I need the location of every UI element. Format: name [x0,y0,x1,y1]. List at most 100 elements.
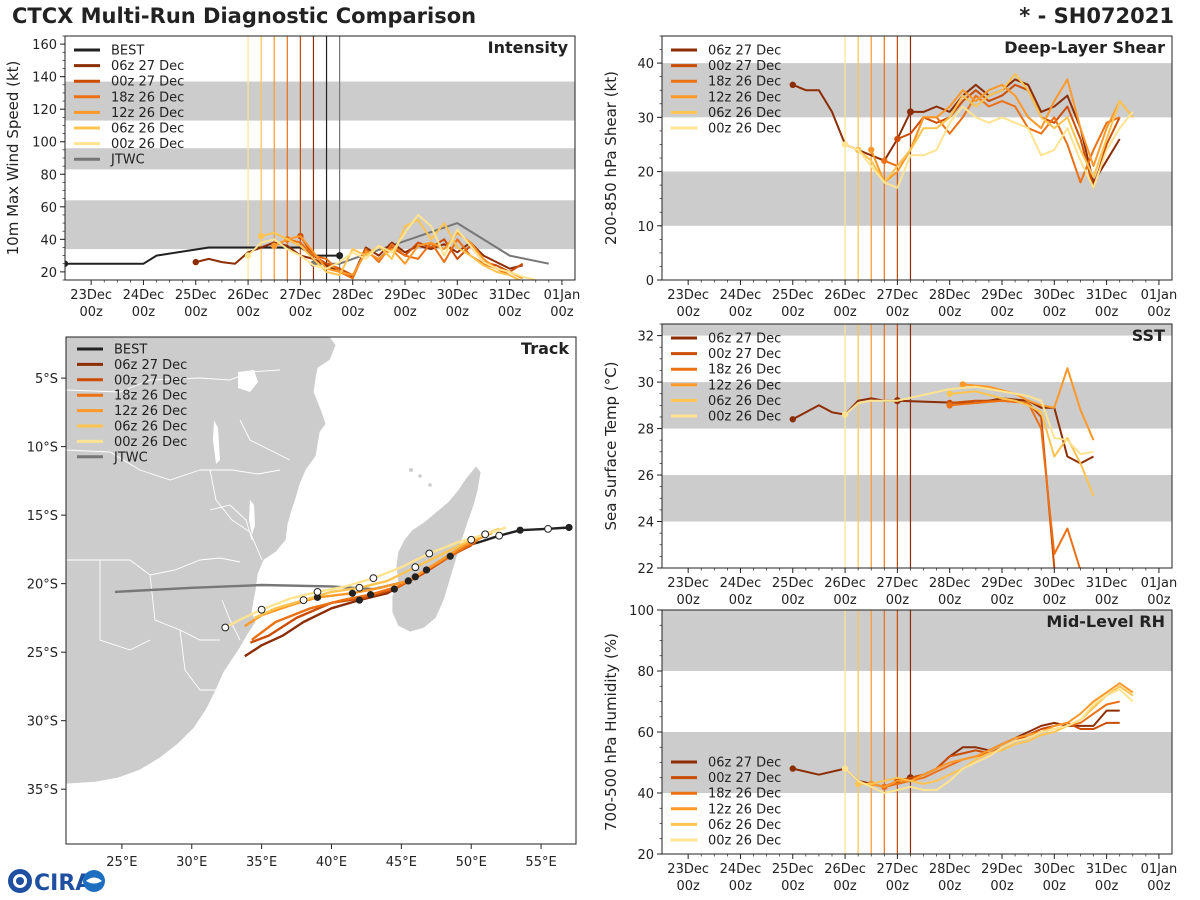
shear-xtick-label-date: 24Dec [720,288,762,303]
rh-xtick-label-date: 01Jan [1141,862,1178,877]
intensity-xtick-label-hour: 00z [498,305,522,320]
track-lat-label: 5°S [35,372,58,387]
shear-series-start-marker [881,157,888,164]
shear-series-start-marker [789,81,796,89]
intensity-threshold-band [65,148,575,170]
intensity-legend-label: JTWC [110,153,145,168]
rh-legend-label: 12z 26 Dec [708,802,781,817]
shear-xtick-label-hour: 00z [833,305,857,320]
track-lat-label: 35°S [27,783,58,798]
shear-legend-label: 18z 26 Dec [708,75,781,90]
track-point-open [544,524,552,533]
sst-ylabel: Sea Surface Temp (°C) [602,361,620,530]
rh-xtick-label-hour: 00z [1043,879,1067,894]
track-legend-label: JTWC [113,450,148,465]
sst-plot-frame [661,323,1173,569]
shear-ylabel: 200-850 hPa Shear (kt) [602,71,620,245]
intensity-xtick-label-date: 30Dec [436,288,478,303]
rh-ytick-label: 20 [637,848,654,863]
intensity-xtick-label-date: 28Dec [332,288,374,303]
sst-xtick-label-hour: 00z [781,593,805,608]
shear-legend-label: 00z 27 Dec [708,59,781,74]
track-legend-label: 06z 26 Dec [114,420,187,435]
track-point-filled [516,526,524,534]
intensity-xtick-label-date: 24Dec [123,288,165,303]
track-legend-label: 12z 26 Dec [114,404,187,419]
sst-xtick-label-hour: 00z [1095,593,1119,608]
sst-xtick-label-date: 28Dec [929,576,971,591]
track-point-filled [565,523,573,532]
intensity-xtick-label-date: 25Dec [175,288,217,303]
track-point-filled [446,552,454,560]
rh-legend-label: 18z 26 Dec [708,787,781,802]
sst-legend-label: 06z 27 Dec [708,332,781,347]
sst-series-line [949,390,1095,497]
track-point-open [355,583,364,592]
rh-legend-label: 06z 27 Dec [708,756,781,771]
intensity-xtick-label-hour: 00z [184,305,208,320]
madagascar-land [391,465,482,633]
intensity-legend-label: 18z 26 Dec [111,90,184,105]
shear-xtick-label-date: 23Dec [667,288,709,303]
shear-ytick-label: 40 [637,57,654,72]
track-point-filled [411,573,419,581]
intensity-series-line [247,213,537,280]
rh-ytick-label: 80 [637,665,654,680]
sst-threshold-band [662,382,1172,429]
sst-series-start-marker [946,390,953,397]
intensity-xtick-label-date: 26Dec [227,288,269,303]
intensity-legend-label: 00z 26 Dec [111,137,184,152]
sst-xtick-label-date: 24Dec [720,576,762,591]
sst-ytick-label: 32 [637,330,654,345]
rh-xtick-label-date: 28Dec [929,862,971,877]
intensity-ytick-label: 80 [40,168,57,183]
sst-ytick-label: 24 [637,516,654,531]
intensity-series-start-marker [65,260,69,267]
sst-ytick-label: 28 [637,423,654,438]
track-point-open [257,605,266,614]
intensity-xtick-label-hour: 00z [79,305,103,320]
shear-threshold-band [662,63,1172,118]
track-point-filled [314,0,321,4]
shear-series-line [844,105,1134,189]
shear-panel: 0 10 20 30 40 23Dec 00z 24Dec 00z 25Dec 00z 26Dec 00… [602,35,1177,320]
sst-series-line [949,399,1081,568]
shear-ytick-label: 10 [637,220,654,235]
track-legend-label: 00z 27 Dec [114,373,187,388]
sst-legend-label: 12z 26 Dec [708,378,781,393]
track-point-filled [355,596,364,604]
rh-series-line [844,688,1134,794]
intensity-threshold-band [65,81,575,121]
rh-ytick-label: 40 [637,787,654,802]
shear-legend-label: 00z 26 Dec [708,122,781,137]
rh-title: Mid-Level RH [1046,612,1165,631]
intensity-xtick-label-hour: 00z [393,305,417,320]
track-point-open [313,587,322,596]
rh-legend-label: 06z 26 Dec [708,818,781,833]
shear-xtick-label-date: 26Dec [824,288,866,303]
track-lon-label: 45°E [386,855,417,870]
sst-xtick-label-date: 30Dec [1033,576,1075,591]
intensity-series-start-marker [271,242,278,250]
sst-xtick-label-date: 31Dec [1086,576,1128,591]
shear-series-line [870,78,1134,184]
intensity-series-start-marker [244,252,252,259]
shear-legend-label: 06z 27 Dec [708,44,781,59]
intensity-xtick-label-date: 29Dec [384,288,426,303]
track-lat-label: 30°S [27,715,58,730]
sst-plot-background [662,324,1172,568]
rh-ylabel: 700-500 hPa Humidity (%) [602,633,620,831]
shear-title: Deep-Layer Shear [1004,38,1165,57]
country-borders [66,369,291,691]
shear-series-marker [906,108,914,116]
track-legend-label: BEST [114,343,147,358]
shear-legend-label: 12z 26 Dec [708,90,781,105]
track-point-filled [422,566,431,574]
track-legend-label: 06z 27 Dec [114,358,187,373]
sst-xtick-label-hour: 00z [833,593,857,608]
rh-series-start-marker [789,765,796,772]
shear-xtick-label-hour: 00z [886,305,910,320]
sst-xtick-label-hour: 00z [1147,593,1171,608]
shear-xtick-label-date: 30Dec [1033,288,1075,303]
